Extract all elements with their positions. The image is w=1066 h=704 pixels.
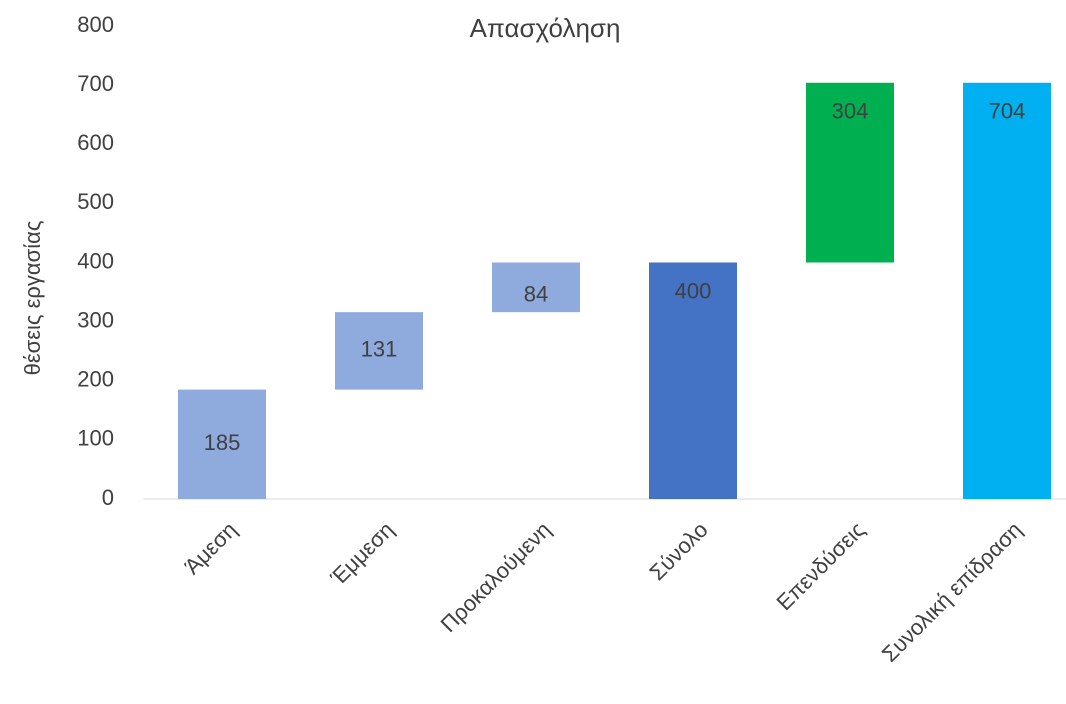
bar (649, 262, 737, 499)
x-tick-label: Άμεση (179, 517, 241, 579)
bar (492, 262, 580, 313)
bar (335, 312, 423, 390)
x-tick-label: Έμμεση (325, 517, 399, 591)
y-axis-label: θέσεις εργασίας (20, 221, 45, 376)
y-tick-label: 400 (77, 248, 114, 273)
x-tick-label: Συνολική επίδραση (877, 517, 1027, 667)
y-tick-label: 700 (77, 71, 114, 96)
x-tick-label: Σύνολο (645, 517, 713, 585)
bar (806, 82, 894, 263)
value-label: 304 (832, 99, 869, 124)
x-tick-label: Επενδύσεις (771, 517, 869, 615)
chart-title: Απασχόληση (470, 13, 621, 43)
x-tick-label: Προκαλούμενη (436, 517, 556, 637)
value-label: 131 (361, 337, 398, 362)
value-label: 704 (989, 99, 1026, 124)
y-tick-label: 800 (77, 12, 114, 37)
bar (963, 82, 1051, 499)
bar (178, 389, 266, 499)
value-label: 185 (204, 430, 241, 455)
y-tick-label: 500 (77, 189, 114, 214)
value-label: 400 (675, 278, 712, 303)
y-tick-label: 600 (77, 130, 114, 155)
y-tick-label: 100 (77, 426, 114, 451)
y-tick-label: 300 (77, 307, 114, 332)
value-label: 84 (524, 281, 548, 306)
y-tick-label: 200 (77, 367, 114, 392)
y-tick-label: 0 (102, 485, 114, 510)
